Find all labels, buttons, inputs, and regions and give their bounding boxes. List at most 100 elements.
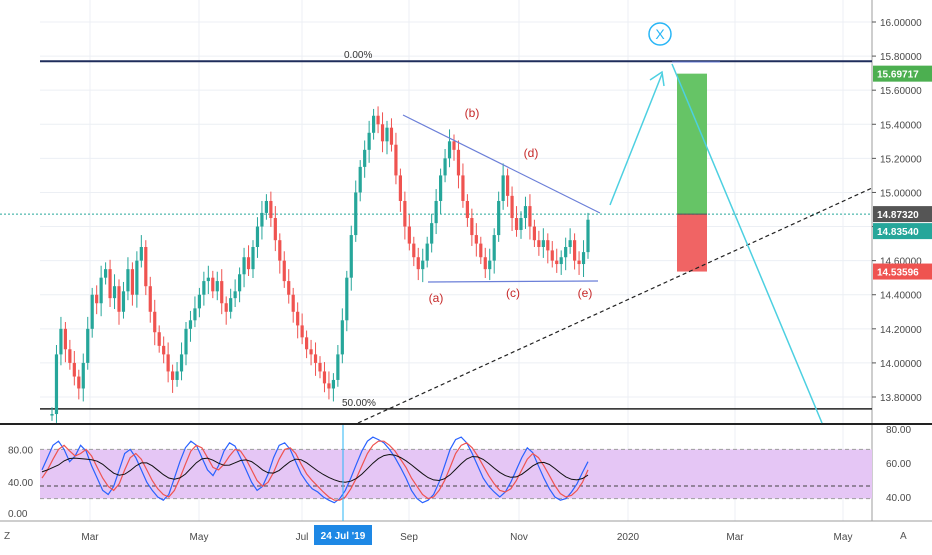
price-tick-label: 16.00000 <box>880 18 922 29</box>
candle-body <box>416 257 420 270</box>
candle-body <box>358 166 362 193</box>
triangle-lower-trendline[interactable] <box>427 280 599 283</box>
wave-label-e: (e) <box>578 286 593 300</box>
stoch-d-line <box>41 440 589 501</box>
wave-label-b: (b) <box>465 106 480 120</box>
stoch-tick-label-right: 40.00 <box>886 493 911 504</box>
target-circle-marker[interactable] <box>648 22 672 46</box>
candle-body <box>162 345 166 355</box>
candle-body <box>447 141 452 159</box>
stoch-tick-label-left: 40.00 <box>8 478 33 489</box>
candle-body <box>287 281 291 295</box>
candle-body <box>171 371 175 380</box>
candle-body <box>345 277 349 321</box>
candle-body <box>385 127 389 142</box>
time-tick-label: Sep <box>400 532 418 543</box>
candle-body <box>546 240 550 251</box>
candle-body <box>179 354 184 372</box>
price-tick-label: 14.20000 <box>880 325 922 336</box>
candle-body <box>242 257 246 275</box>
candle-body <box>528 206 532 227</box>
crosshair-date-badge <box>314 525 372 545</box>
time-tick-label: Nov <box>510 532 528 543</box>
price-tag <box>873 223 932 240</box>
candle-body <box>568 240 572 247</box>
z-log-toggle[interactable]: Z <box>4 531 10 542</box>
price-tag-label: 14.83540 <box>877 227 919 238</box>
candle-body <box>394 144 398 176</box>
stoch-k-line <box>41 436 589 504</box>
price-tick-label: 14.40000 <box>880 291 922 302</box>
projection-down-line[interactable] <box>671 63 823 424</box>
candle-body <box>550 250 554 261</box>
stoch-tick-label-left: 80.00 <box>8 445 33 456</box>
candle-body <box>559 257 563 265</box>
candle-body <box>349 235 353 278</box>
candle-body <box>86 328 90 363</box>
target-zone[interactable] <box>677 73 707 215</box>
target-label: X <box>655 26 665 42</box>
projection-arrow-up[interactable] <box>609 73 663 206</box>
candle-body <box>130 269 134 295</box>
candle-body <box>407 226 411 244</box>
candle-body <box>197 294 201 309</box>
candle-body <box>211 277 215 292</box>
candle-body <box>376 115 380 125</box>
candle-body <box>389 127 394 145</box>
candle-body <box>501 175 505 201</box>
candle-body <box>251 247 255 270</box>
candle-body <box>573 240 577 261</box>
candle-body <box>166 354 170 372</box>
stoch-tick-label-right: 80.00 <box>886 425 911 436</box>
candle-body <box>336 354 340 380</box>
dashed-support-trendline[interactable] <box>357 187 873 424</box>
price-axis[interactable]: 16.00000 15.80000 15.60000 15.40000 15.20000… <box>872 18 922 404</box>
candle-body <box>581 252 586 265</box>
stoch-tick-label-left: 0.00 <box>8 509 28 520</box>
indicator-axis[interactable]: 80.00 40.00 0.00 80.00 60.00 40.00 <box>8 425 911 520</box>
candle-body <box>153 311 157 333</box>
candle-body <box>291 294 295 312</box>
candle-body <box>108 269 112 299</box>
stoch-tick-label-right: 60.00 <box>886 459 911 470</box>
triangle-upper-trendline[interactable] <box>402 114 601 214</box>
price-tag-label: 15.69717 <box>877 70 919 81</box>
candle-body <box>238 274 242 292</box>
candle-body <box>483 257 487 270</box>
price-tags: 15.69717 14.87320 14.83540 14.53596 <box>873 65 932 280</box>
time-tick-label: 2020 <box>617 532 640 543</box>
candle-body <box>354 192 358 236</box>
price-tag <box>873 65 932 82</box>
candle-body <box>54 354 59 415</box>
time-tick-label: Jul <box>296 532 309 543</box>
stoch-black-line <box>41 453 589 483</box>
wave-label-a: (a) <box>429 291 444 305</box>
auto-scale-toggle[interactable]: A <box>900 531 907 542</box>
candle-body <box>497 200 501 236</box>
candle-body <box>282 260 286 282</box>
projection-arrowhead <box>649 70 665 87</box>
candle-body <box>537 240 541 247</box>
candle-body <box>264 200 268 213</box>
candle-body <box>300 325 304 338</box>
candle-body <box>514 218 519 230</box>
price-tick-label: 15.20000 <box>880 154 922 165</box>
candle-body <box>318 362 322 372</box>
fib-label-0: 0.00% <box>344 50 372 61</box>
price-tick-label: 14.00000 <box>880 359 922 370</box>
time-axis[interactable]: Mar May Jul Sep Nov 2020 Mar May <box>81 532 852 543</box>
crosshair-date-label: 24 Jul '19 <box>321 531 366 542</box>
candle-body <box>492 235 496 261</box>
candle-body <box>233 291 237 299</box>
candle-body <box>331 379 335 389</box>
candle-body <box>260 212 264 227</box>
stop-zone[interactable] <box>677 214 707 272</box>
candle-body <box>340 320 344 355</box>
time-tick-label: May <box>190 532 209 543</box>
fib-label-50: 50.00% <box>342 398 376 409</box>
candle-body <box>269 200 273 219</box>
candle-body <box>523 206 528 219</box>
candle-body <box>175 371 179 380</box>
price-tick-label: 15.40000 <box>880 120 922 131</box>
candle-body <box>184 328 188 355</box>
